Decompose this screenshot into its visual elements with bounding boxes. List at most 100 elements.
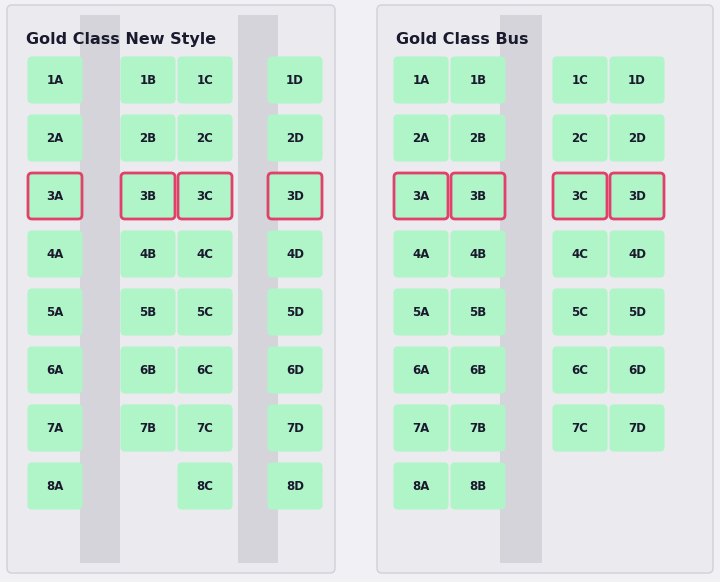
Text: 1B: 1B — [140, 73, 156, 87]
Text: 5C: 5C — [572, 306, 588, 318]
FancyBboxPatch shape — [28, 289, 82, 335]
Text: 2B: 2B — [469, 132, 487, 144]
FancyBboxPatch shape — [7, 5, 335, 573]
Text: 6A: 6A — [413, 364, 430, 377]
FancyBboxPatch shape — [451, 289, 505, 335]
Bar — [80, 15, 120, 563]
FancyBboxPatch shape — [178, 173, 232, 219]
FancyBboxPatch shape — [121, 231, 175, 277]
Text: 8D: 8D — [286, 480, 304, 492]
FancyBboxPatch shape — [178, 289, 232, 335]
FancyBboxPatch shape — [268, 405, 322, 451]
Text: 5B: 5B — [469, 306, 487, 318]
FancyBboxPatch shape — [553, 405, 607, 451]
Text: 3C: 3C — [197, 190, 213, 203]
FancyBboxPatch shape — [268, 231, 322, 277]
FancyBboxPatch shape — [178, 405, 232, 451]
Text: 8A: 8A — [413, 480, 430, 492]
FancyBboxPatch shape — [178, 115, 232, 161]
Text: 4D: 4D — [286, 247, 304, 261]
FancyBboxPatch shape — [394, 115, 448, 161]
FancyBboxPatch shape — [553, 347, 607, 393]
FancyBboxPatch shape — [178, 347, 232, 393]
FancyBboxPatch shape — [394, 231, 448, 277]
FancyBboxPatch shape — [377, 5, 713, 573]
Text: 4A: 4A — [46, 247, 63, 261]
FancyBboxPatch shape — [394, 463, 448, 509]
Text: 1C: 1C — [572, 73, 588, 87]
FancyBboxPatch shape — [28, 173, 82, 219]
Text: 3A: 3A — [413, 190, 430, 203]
Text: 2D: 2D — [286, 132, 304, 144]
Text: 4A: 4A — [413, 247, 430, 261]
Text: 6D: 6D — [286, 364, 304, 377]
Text: 6C: 6C — [197, 364, 214, 377]
FancyBboxPatch shape — [451, 231, 505, 277]
FancyBboxPatch shape — [268, 57, 322, 103]
Text: 2D: 2D — [628, 132, 646, 144]
Text: Gold Class New Style: Gold Class New Style — [26, 32, 216, 47]
Text: 2A: 2A — [46, 132, 63, 144]
FancyBboxPatch shape — [268, 463, 322, 509]
FancyBboxPatch shape — [178, 463, 232, 509]
Text: 7C: 7C — [197, 421, 213, 435]
FancyBboxPatch shape — [394, 57, 448, 103]
FancyBboxPatch shape — [28, 405, 82, 451]
Text: 4C: 4C — [197, 247, 214, 261]
Text: 5C: 5C — [197, 306, 214, 318]
FancyBboxPatch shape — [121, 173, 175, 219]
FancyBboxPatch shape — [553, 57, 607, 103]
Text: 4B: 4B — [469, 247, 487, 261]
FancyBboxPatch shape — [268, 173, 322, 219]
FancyBboxPatch shape — [394, 173, 448, 219]
Text: 2B: 2B — [140, 132, 156, 144]
Text: 7D: 7D — [628, 421, 646, 435]
Text: 5D: 5D — [628, 306, 646, 318]
FancyBboxPatch shape — [178, 231, 232, 277]
Text: 4C: 4C — [572, 247, 588, 261]
Text: 7D: 7D — [286, 421, 304, 435]
Text: 6B: 6B — [469, 364, 487, 377]
FancyBboxPatch shape — [28, 115, 82, 161]
Text: 1D: 1D — [286, 73, 304, 87]
Text: 3A: 3A — [46, 190, 63, 203]
Text: 7C: 7C — [572, 421, 588, 435]
Text: 4B: 4B — [140, 247, 157, 261]
FancyBboxPatch shape — [553, 289, 607, 335]
Text: 5B: 5B — [140, 306, 157, 318]
FancyBboxPatch shape — [610, 289, 664, 335]
Text: 1C: 1C — [197, 73, 213, 87]
FancyBboxPatch shape — [610, 231, 664, 277]
FancyBboxPatch shape — [121, 289, 175, 335]
FancyBboxPatch shape — [28, 231, 82, 277]
FancyBboxPatch shape — [268, 347, 322, 393]
FancyBboxPatch shape — [28, 347, 82, 393]
FancyBboxPatch shape — [451, 57, 505, 103]
Text: Gold Class Bus: Gold Class Bus — [396, 32, 528, 47]
Text: 3B: 3B — [140, 190, 156, 203]
FancyBboxPatch shape — [451, 463, 505, 509]
Text: 6B: 6B — [140, 364, 157, 377]
Text: 1A: 1A — [46, 73, 63, 87]
FancyBboxPatch shape — [451, 115, 505, 161]
Text: 1D: 1D — [628, 73, 646, 87]
FancyBboxPatch shape — [28, 57, 82, 103]
FancyBboxPatch shape — [451, 347, 505, 393]
Text: 3B: 3B — [469, 190, 487, 203]
Text: 4D: 4D — [628, 247, 646, 261]
FancyBboxPatch shape — [394, 347, 448, 393]
FancyBboxPatch shape — [394, 405, 448, 451]
FancyBboxPatch shape — [451, 173, 505, 219]
FancyBboxPatch shape — [268, 115, 322, 161]
FancyBboxPatch shape — [178, 57, 232, 103]
FancyBboxPatch shape — [268, 289, 322, 335]
Text: 6A: 6A — [46, 364, 63, 377]
FancyBboxPatch shape — [553, 173, 607, 219]
FancyBboxPatch shape — [610, 347, 664, 393]
Text: 3D: 3D — [628, 190, 646, 203]
Text: 5D: 5D — [286, 306, 304, 318]
FancyBboxPatch shape — [553, 231, 607, 277]
FancyBboxPatch shape — [394, 289, 448, 335]
Text: 8A: 8A — [46, 480, 63, 492]
FancyBboxPatch shape — [121, 347, 175, 393]
